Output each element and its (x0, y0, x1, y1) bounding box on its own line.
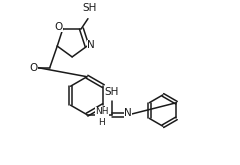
Text: N: N (87, 40, 95, 50)
Text: N: N (124, 108, 132, 118)
Text: O: O (30, 63, 38, 73)
Text: SH: SH (82, 3, 97, 13)
Text: SH: SH (105, 87, 119, 97)
Text: O: O (55, 22, 63, 32)
Text: NH
H: NH H (95, 107, 108, 127)
